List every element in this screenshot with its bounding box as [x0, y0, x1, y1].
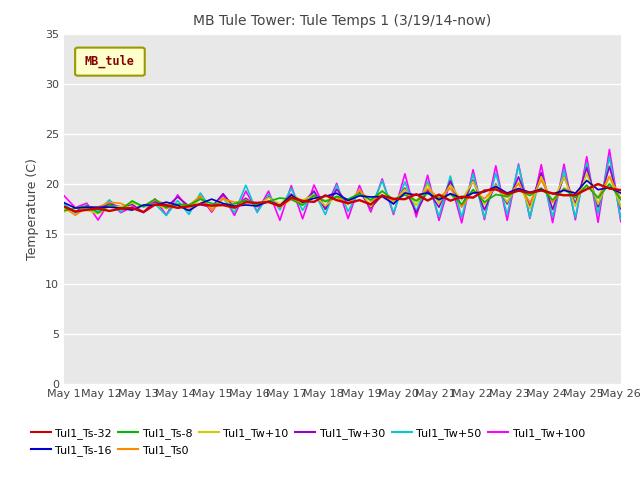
Legend: Tul1_Ts-32, Tul1_Ts-16, Tul1_Ts-8, Tul1_Ts0, Tul1_Tw+10, Tul1_Tw+30, Tul1_Tw+50,: Tul1_Ts-32, Tul1_Ts-16, Tul1_Ts-8, Tul1_… [31, 428, 585, 456]
Text: MB_tule: MB_tule [85, 55, 135, 68]
FancyBboxPatch shape [75, 48, 145, 76]
Title: MB Tule Tower: Tule Temps 1 (3/19/14-now): MB Tule Tower: Tule Temps 1 (3/19/14-now… [193, 14, 492, 28]
Y-axis label: Temperature (C): Temperature (C) [26, 158, 40, 260]
